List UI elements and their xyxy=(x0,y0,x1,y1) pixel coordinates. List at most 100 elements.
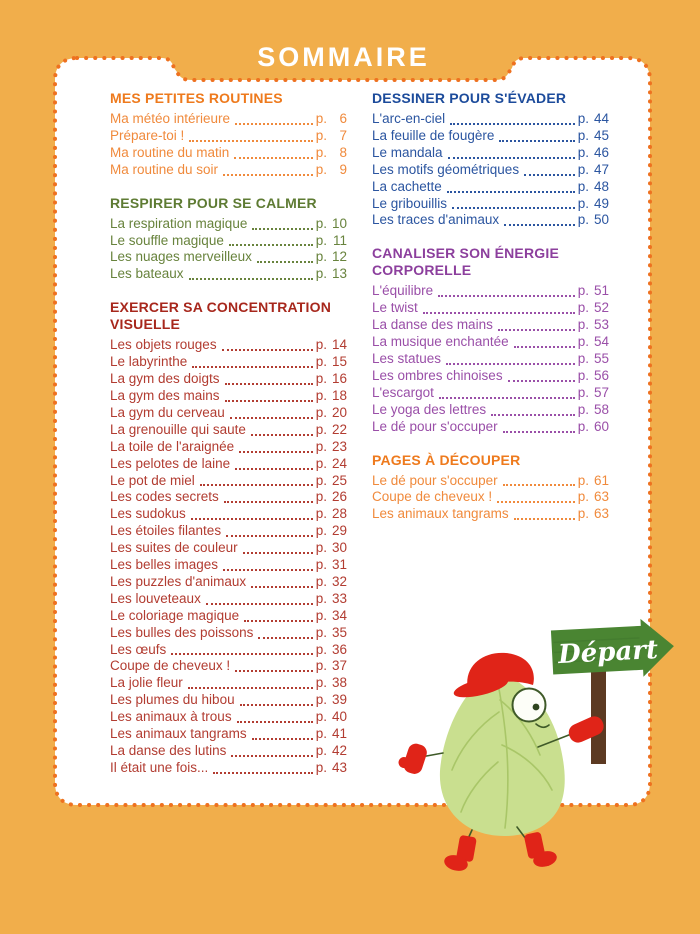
page-prefix: p. xyxy=(577,161,589,177)
page-prefix: p. xyxy=(315,675,327,691)
dot-leader xyxy=(223,501,313,504)
entry-label: Les animaux tangrams xyxy=(372,506,509,522)
entry-label: Le souffle magique xyxy=(110,232,224,248)
dot-leader xyxy=(189,139,313,142)
page-prefix: p. xyxy=(315,692,327,708)
dot-leader xyxy=(502,430,575,433)
page-number: 26 xyxy=(331,489,347,505)
toc-entry: Les statues p. 55 xyxy=(372,351,609,368)
entry-label: La gym des doigts xyxy=(110,371,220,387)
page-prefix: p. xyxy=(315,489,327,505)
entry-label: La danse des mains xyxy=(372,317,493,333)
page-number: 41 xyxy=(331,726,347,742)
page-number: 63 xyxy=(593,506,609,522)
entry-label: Les ombres chinoises xyxy=(372,367,503,383)
page-prefix: p. xyxy=(577,489,589,505)
toc-entry: La grenouille qui saute p. 22 xyxy=(110,422,347,439)
page-prefix: p. xyxy=(315,387,327,403)
entry-label: Les œufs xyxy=(110,641,167,657)
dot-leader xyxy=(242,552,313,555)
toc-entry: Les œufs p. 36 xyxy=(110,642,347,659)
page-prefix: p. xyxy=(315,404,327,420)
toc-entry: Les codes secrets p. 26 xyxy=(110,489,347,506)
beret-hat-icon xyxy=(453,652,534,698)
page-prefix: p. xyxy=(577,300,589,316)
entry-label: Le labyrinthe xyxy=(110,354,188,370)
entry-label: La gym des mains xyxy=(110,387,220,403)
page-number: 18 xyxy=(331,387,347,403)
page-number: 7 xyxy=(339,127,347,143)
toc-column-left: MES PETITES ROUTINES Ma météo intérieure p… xyxy=(110,90,347,793)
page-number: 31 xyxy=(331,557,347,573)
entry-label: Le mandala xyxy=(372,144,443,160)
dot-leader xyxy=(235,670,313,673)
toc-entry: Les suites de couleur p. 30 xyxy=(110,540,347,557)
page-prefix: p. xyxy=(315,354,327,370)
toc-entry: Le dé pour s'occuper p. 61 xyxy=(372,473,609,490)
page-number: 29 xyxy=(331,523,347,539)
toc-entry: La respiration magique p. 10 xyxy=(110,216,347,233)
toc-entry: Les sudokus p. 28 xyxy=(110,506,347,523)
dot-leader xyxy=(256,261,313,264)
entry-label: L'équilibre xyxy=(372,283,434,299)
dot-leader xyxy=(499,139,575,142)
toc-entry: Le dé pour s'occuper p. 60 xyxy=(372,419,609,436)
dot-leader xyxy=(205,602,313,605)
dot-leader xyxy=(504,224,575,227)
dot-leader xyxy=(252,227,313,230)
toc-entry: Les motifs géométriques p. 47 xyxy=(372,162,609,179)
page-prefix: p. xyxy=(315,438,327,454)
toc-entry: La gym du cerveau p. 20 xyxy=(110,405,347,422)
toc-entry: Les bulles des poissons p. 35 xyxy=(110,625,347,642)
page-prefix: p. xyxy=(315,337,327,353)
page-number: 61 xyxy=(593,472,609,488)
page-number: 58 xyxy=(593,401,609,417)
dot-leader xyxy=(446,190,575,193)
dot-leader xyxy=(224,382,313,385)
page-prefix: p. xyxy=(315,506,327,522)
page-prefix: p. xyxy=(315,658,327,674)
section-heading: EXERCER SA CONCENTRATION VISUELLE xyxy=(110,299,332,333)
dot-leader xyxy=(422,312,575,315)
dot-leader xyxy=(190,518,313,521)
page-prefix: p. xyxy=(315,726,327,742)
page-number: 46 xyxy=(593,144,609,160)
entry-label: Les animaux à trous xyxy=(110,709,232,725)
dot-leader xyxy=(438,295,575,298)
dot-leader xyxy=(502,484,575,487)
dot-leader xyxy=(251,738,313,740)
toc-section-respirer-pour-se-calmer: RESPIRER POUR SE CALMER La respiration ma… xyxy=(110,195,347,284)
entry-label: La cachette xyxy=(372,178,442,194)
toc-entry: Les animaux tangrams p. 63 xyxy=(372,506,609,523)
page-prefix: p. xyxy=(577,350,589,366)
page-prefix: p. xyxy=(315,557,327,573)
dot-leader xyxy=(452,207,575,210)
dot-leader xyxy=(199,484,313,487)
page-number: 15 xyxy=(331,354,347,370)
toc-entry: Ma routine du matin p. 8 xyxy=(110,145,347,162)
dot-leader xyxy=(234,156,313,159)
toc-entry: La musique enchantée p. 54 xyxy=(372,334,609,351)
page-number: 44 xyxy=(593,111,609,126)
page-number: 50 xyxy=(593,212,609,228)
section-heading: PAGES À DÉCOUPER xyxy=(372,451,521,468)
dot-leader xyxy=(447,156,575,159)
entry-label: Il était une fois... xyxy=(110,759,209,775)
page-number: 37 xyxy=(331,658,347,674)
dot-leader xyxy=(229,416,313,419)
mitten-left-icon xyxy=(398,743,427,774)
toc-entry: Prépare-toi ! p. 7 xyxy=(110,128,347,145)
entry-label: Ma routine du matin xyxy=(110,144,230,160)
toc-entry: Les bateaux p. 13 xyxy=(110,266,347,283)
dot-leader xyxy=(450,122,575,125)
boot-right-icon xyxy=(524,832,557,867)
page-prefix: p. xyxy=(315,161,327,177)
page-number: 22 xyxy=(331,421,347,437)
toc-entry: Les nuages merveilleux p. 12 xyxy=(110,249,347,266)
toc-section-canaliser-son-energie-corporelle: CANALISER SON ÉNERGIE CORPORELLE L'équili… xyxy=(372,245,609,435)
page-prefix: p. xyxy=(577,334,589,350)
page-prefix: p. xyxy=(577,144,589,160)
toc-entry: Ma routine du soir p. 9 xyxy=(110,162,347,179)
dot-leader xyxy=(239,450,313,453)
